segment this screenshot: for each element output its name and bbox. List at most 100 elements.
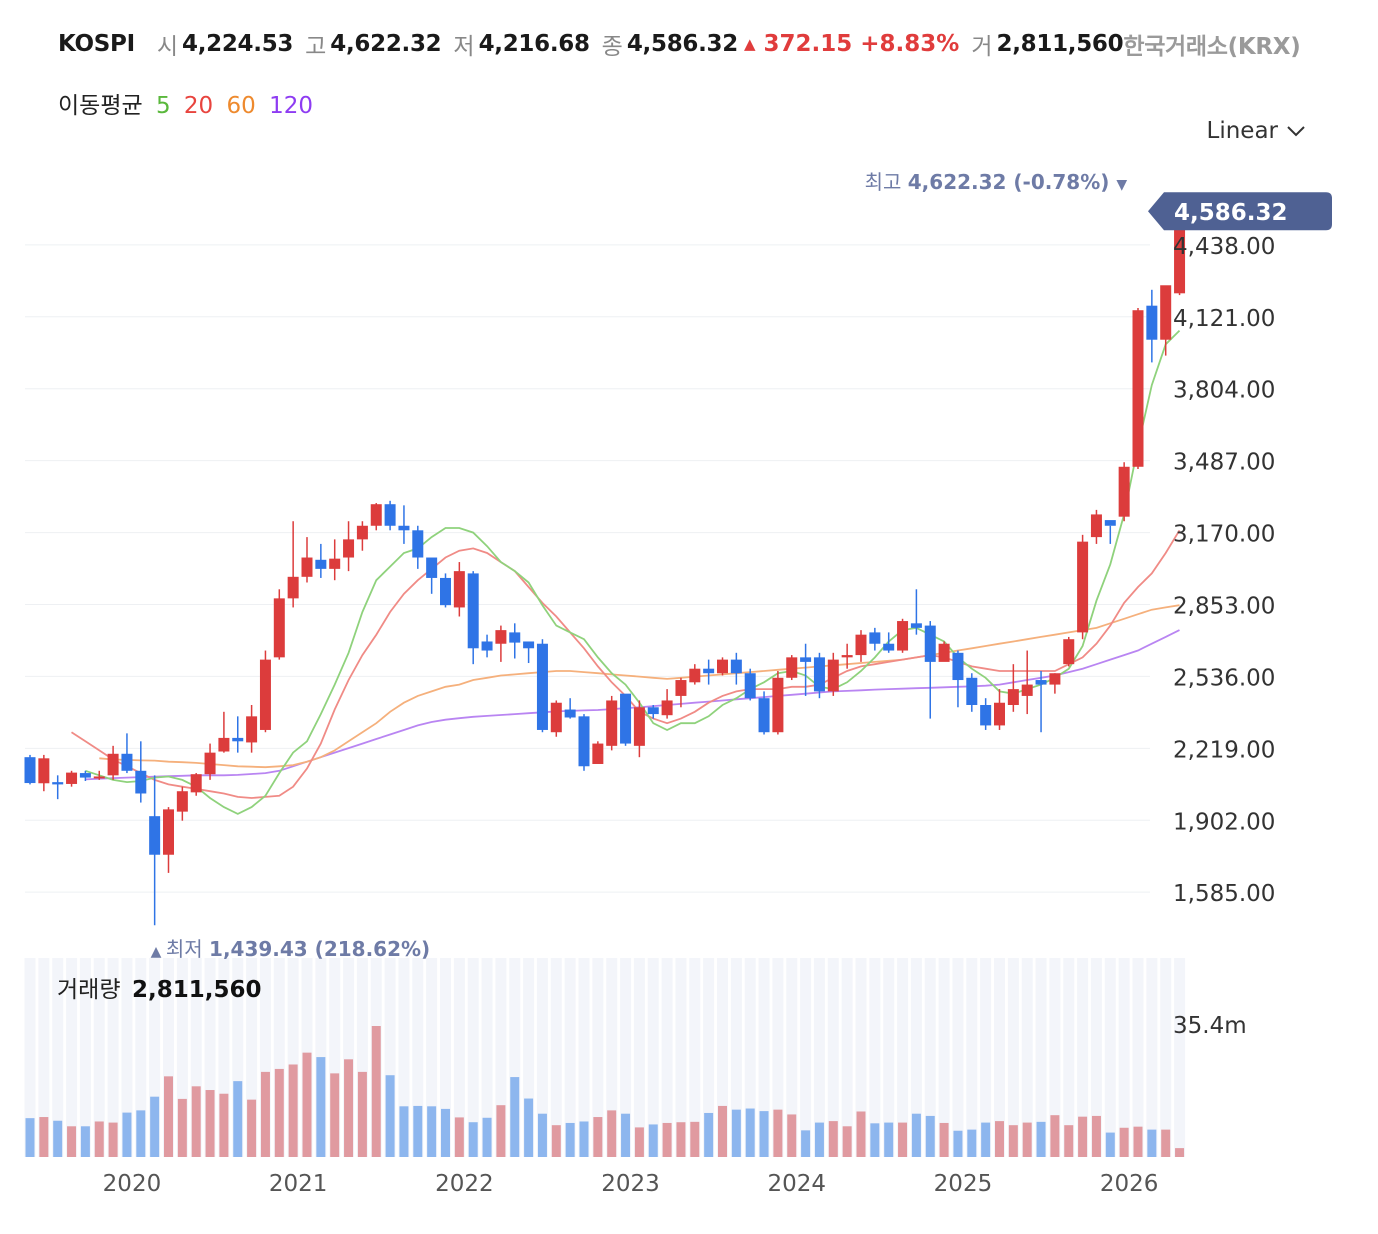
volume-bar bbox=[260, 1071, 270, 1157]
volume-bar bbox=[593, 1117, 603, 1157]
y-tick-label: 3,487.00 bbox=[1173, 450, 1275, 476]
volume-bar bbox=[344, 1059, 354, 1157]
volume-bar bbox=[1119, 1127, 1129, 1157]
volume-bar bbox=[787, 1114, 797, 1157]
volume-bar bbox=[676, 1122, 686, 1157]
y-tick-label: 4,438.00 bbox=[1173, 234, 1275, 260]
candle-body bbox=[897, 621, 909, 651]
volume-bg-stripe bbox=[1063, 958, 1075, 1157]
x-tick-label: 2026 bbox=[1100, 1171, 1159, 1197]
volume-bg-stripe bbox=[135, 958, 147, 1157]
volume-bg-stripe bbox=[813, 958, 825, 1157]
volume-bar bbox=[967, 1129, 977, 1157]
candle-body bbox=[786, 657, 798, 678]
volume-bg-stripe bbox=[246, 958, 258, 1157]
y-tick-label: 2,853.00 bbox=[1173, 593, 1275, 619]
x-tick-label: 2020 bbox=[103, 1171, 162, 1197]
volume-bar bbox=[537, 1113, 547, 1157]
volume-bg-stripe bbox=[467, 958, 479, 1157]
candle-body bbox=[107, 753, 119, 776]
ma-legend-5[interactable]: 5 bbox=[155, 93, 171, 119]
ma-legend-120[interactable]: 120 bbox=[269, 93, 313, 119]
volume-bar bbox=[939, 1122, 949, 1157]
ma-legend-60[interactable]: 60 bbox=[226, 93, 256, 119]
candle-body bbox=[689, 668, 701, 683]
volume-bg-stripe bbox=[1146, 958, 1158, 1157]
volume-bg-stripe bbox=[38, 958, 50, 1157]
chevron-down-icon bbox=[1287, 126, 1305, 137]
volume-bar bbox=[205, 1090, 215, 1157]
volume-bar bbox=[150, 1096, 160, 1157]
volume-bar bbox=[1175, 1148, 1185, 1157]
volume-bg-stripe bbox=[1077, 958, 1089, 1157]
candle-body bbox=[633, 707, 645, 746]
volume-bar bbox=[94, 1121, 104, 1157]
volume-bar bbox=[898, 1122, 908, 1157]
candle-body bbox=[592, 743, 604, 764]
candle-body bbox=[287, 576, 299, 599]
volume-bar bbox=[510, 1077, 520, 1157]
volume-bar bbox=[1050, 1115, 1060, 1157]
candle-body bbox=[315, 559, 327, 569]
candle-body bbox=[190, 774, 202, 793]
candle-body bbox=[883, 643, 895, 651]
volume-bg-stripe bbox=[79, 958, 91, 1157]
scale-dropdown[interactable]: Linear bbox=[1207, 118, 1306, 144]
ma120-line bbox=[85, 629, 1180, 781]
volume-bg-stripe bbox=[273, 958, 285, 1157]
volume-bg-stripe bbox=[149, 958, 161, 1157]
volume-bg-stripe bbox=[343, 958, 355, 1157]
volume-bg-stripe bbox=[786, 958, 798, 1157]
candle-body bbox=[564, 709, 576, 718]
x-tick-label: 2025 bbox=[934, 1171, 993, 1197]
volume-bar bbox=[856, 1111, 866, 1157]
candle-body bbox=[149, 816, 161, 855]
volume-bg-stripe bbox=[994, 958, 1005, 1157]
x-tick-label: 2023 bbox=[601, 1171, 660, 1197]
volume-bar bbox=[981, 1122, 991, 1157]
ma60-line bbox=[99, 604, 1180, 769]
candle-body bbox=[232, 737, 244, 742]
volume-bar bbox=[233, 1081, 243, 1157]
volume-bar bbox=[704, 1112, 714, 1157]
candle-body bbox=[523, 641, 535, 649]
volume-bg-stripe bbox=[1021, 958, 1033, 1157]
volume-bar bbox=[884, 1122, 894, 1157]
candle-body bbox=[772, 677, 784, 733]
y-tick-label: 3,170.00 bbox=[1173, 522, 1275, 548]
candle-body bbox=[163, 809, 174, 855]
candle-body bbox=[356, 525, 368, 540]
candle-body bbox=[841, 655, 853, 658]
time-axis: 2020 2021 2022 2023 2024 2025 2026 bbox=[103, 1171, 1159, 1197]
ma-legend-20[interactable]: 20 bbox=[183, 93, 214, 119]
volume-bar bbox=[357, 1071, 367, 1157]
volume-bg-stripe bbox=[523, 958, 535, 1157]
candle-body bbox=[93, 776, 105, 779]
volume-bar bbox=[634, 1127, 644, 1157]
volume-bg-stripe bbox=[176, 958, 188, 1157]
volume-bar bbox=[1064, 1125, 1074, 1157]
volume-bg-stripe bbox=[883, 958, 895, 1157]
candle-body bbox=[66, 772, 78, 784]
volume-bar bbox=[662, 1122, 672, 1157]
candle-body bbox=[273, 598, 285, 658]
low-value: 4,216.68 bbox=[478, 31, 590, 57]
candle-body bbox=[218, 737, 230, 752]
volume-bg-stripe bbox=[190, 958, 202, 1157]
volume-bg-stripe bbox=[647, 958, 659, 1157]
candle-body bbox=[370, 504, 382, 526]
volume-bar bbox=[274, 1068, 284, 1157]
volume-bg-stripe bbox=[232, 958, 244, 1157]
candle-body bbox=[717, 659, 728, 674]
volume-bg-stripe bbox=[661, 958, 673, 1157]
volume-bar bbox=[551, 1125, 561, 1157]
volume-bg-stripe bbox=[481, 958, 493, 1157]
volume-bar bbox=[371, 1026, 381, 1157]
volume-bg-stripe bbox=[1132, 958, 1144, 1157]
volume-bar bbox=[524, 1098, 534, 1157]
quote-header: KOSPI 시 4,224.53 고 4,622.32 저 4,216.68 종… bbox=[58, 28, 1301, 60]
volume-bar bbox=[454, 1117, 464, 1157]
candle-body bbox=[467, 573, 479, 649]
change-value: 372.15 bbox=[763, 31, 853, 57]
